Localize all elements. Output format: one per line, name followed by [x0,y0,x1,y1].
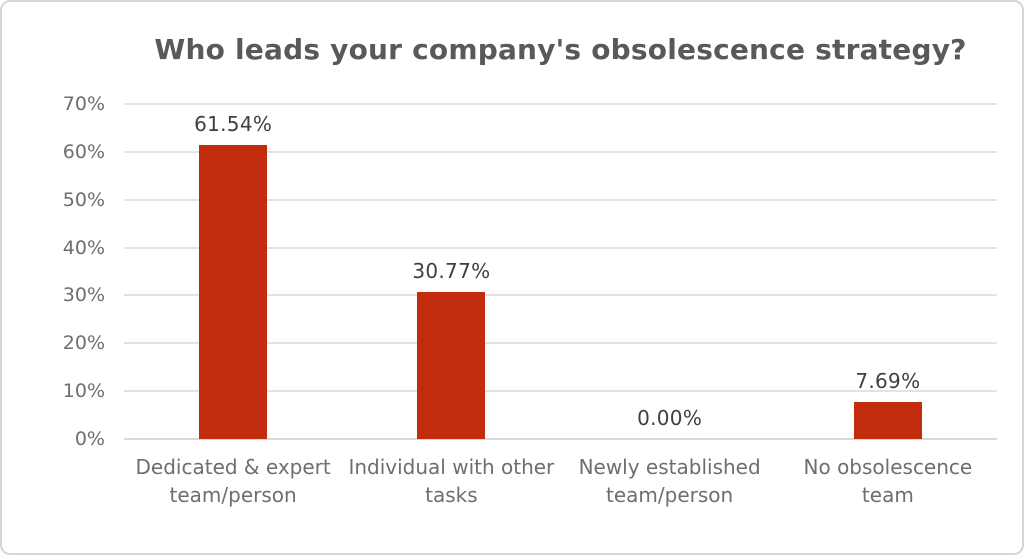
y-tick-label-0: 0% [74,428,105,450]
bar-value-label: 61.54% [194,111,273,136]
gridline-50 [124,198,997,201]
bar-group-newly-established-team: 0.00% [561,104,779,439]
y-tick-label-10: 10% [62,380,105,403]
gridline-20 [124,342,997,345]
category-label-individual-other-tasks: Individual with other tasks [348,455,555,507]
bar-individual-other-tasks [417,291,486,439]
bar-no-obsolescence-team [853,402,922,439]
bar-value-label: 30.77% [412,258,491,283]
chart-title: Who leads your company's obsolescence st… [154,33,967,66]
bars-layer: 61.54% 30.77% 0.00% 7.69% [124,104,997,439]
gridline-30 [124,294,997,297]
gridline-70 [124,103,997,105]
plot-area: 61.54% 30.77% 0.00% 7.69% [124,103,997,440]
category-label-dedicated-expert-team: Dedicated & expert team/person [135,455,331,507]
gridline-40 [124,246,997,249]
y-axis: 70% 60% 50% 40% 30% 20% 10% 0% [2,93,105,450]
y-tick-label-70: 70% [62,93,105,115]
y-tick-label-50: 50% [62,188,105,211]
category-label-newly-established-team: Newly established team/person [578,455,761,507]
y-tick-label-60: 60% [62,140,105,163]
bar-dedicated-expert-team [199,144,268,439]
bar-value-label: 7.69% [855,369,921,394]
gridline-0 [124,438,997,440]
bar-group-no-obsolescence-team: 7.69% [779,104,997,439]
category-label-no-obsolescence-team: No obsolescence team [803,455,973,507]
gridline-60 [124,150,997,153]
x-axis: Dedicated & expert team/person Individua… [124,453,997,509]
gridline-10 [124,390,997,393]
bar-value-label: 0.00% [637,406,703,430]
y-tick-label-20: 20% [62,332,105,355]
bar-group-dedicated-expert-team: 61.54% [124,104,342,439]
bar-group-individual-other-tasks: 30.77% [342,104,560,439]
y-tick-label-40: 40% [62,236,105,259]
y-tick-label-30: 30% [62,284,105,307]
